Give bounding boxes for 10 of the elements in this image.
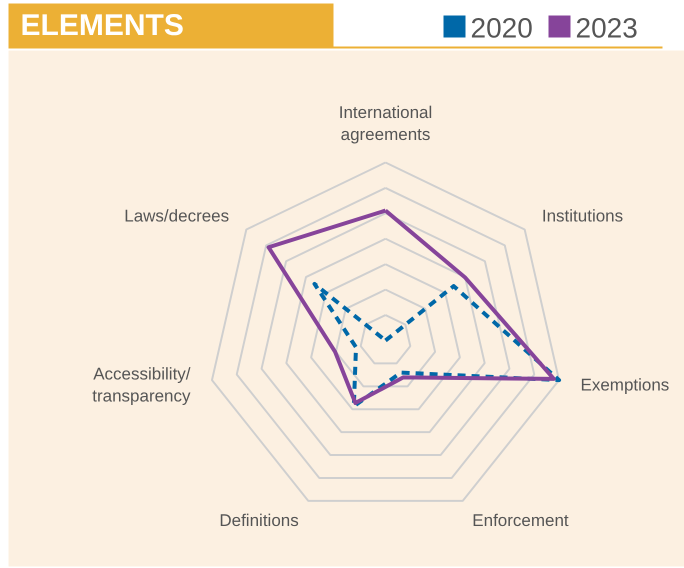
spoke-label: Enforcement xyxy=(472,511,569,530)
spoke-label: Definitions xyxy=(219,511,299,530)
legend-label: 2023 xyxy=(576,12,638,44)
spoke-label: Laws/decrees xyxy=(124,206,230,226)
spoke-label: Exemptions xyxy=(580,376,670,395)
spoke-label: Institutions xyxy=(542,206,624,226)
spoke-label: International agreements xyxy=(338,103,432,144)
spoke-label: Accessibility/ transparency xyxy=(92,364,192,406)
chart-title: ELEMENTS xyxy=(20,9,184,42)
legend-label: 2020 xyxy=(470,12,533,44)
